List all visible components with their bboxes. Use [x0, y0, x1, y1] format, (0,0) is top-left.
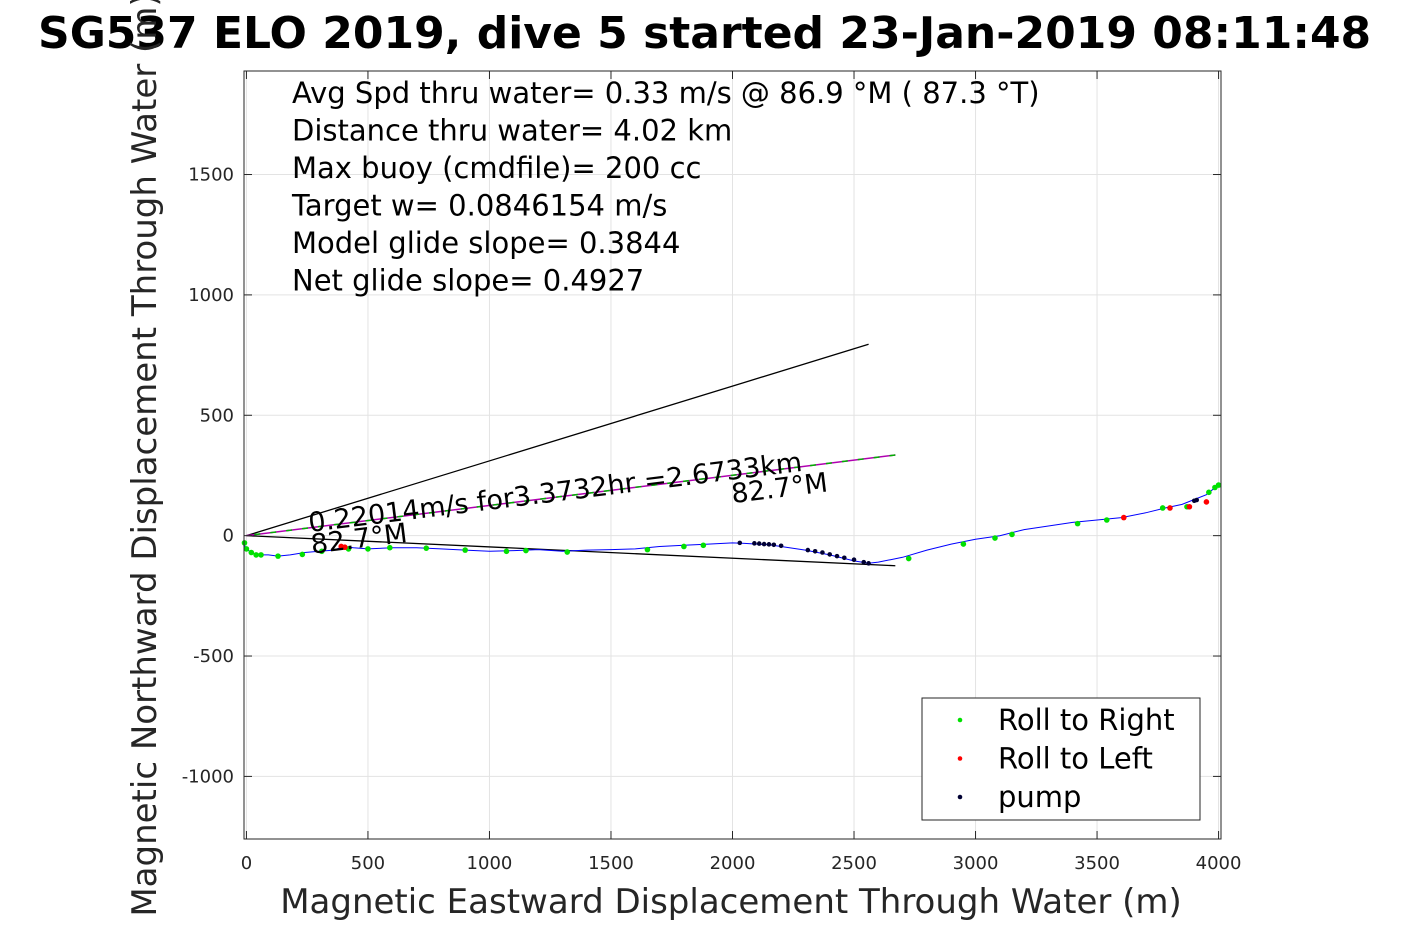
pump-point — [827, 552, 833, 557]
y-axis-label: Magnetic Northward Displacement Through … — [125, 0, 165, 917]
pump-point — [834, 553, 840, 559]
roll-to-left-point — [1120, 514, 1127, 521]
roll-to-right-point — [1103, 517, 1110, 523]
x-tick-label: 4000 — [1196, 853, 1242, 874]
roll-to-right-point — [1009, 531, 1015, 538]
stats-line: Model glide slope= 0.3844 — [292, 226, 680, 260]
x-tick-label: 0 — [241, 853, 252, 874]
y-tick-label: -500 — [193, 646, 234, 667]
roll-to-right-point — [681, 543, 687, 550]
x-tick-label: 2000 — [710, 853, 756, 874]
y-tick-label: -1000 — [182, 766, 234, 787]
roll-to-right-point — [960, 541, 967, 547]
model-glide-line — [246, 343, 869, 537]
pump-point — [756, 541, 762, 546]
roll-to-left-point — [1186, 503, 1193, 510]
stats-line: Max buoy (cmdfile)= 200 cc — [292, 151, 701, 185]
roll-to-right-point — [387, 544, 393, 551]
ticks: 0 500 1000 1500 2000 2500 3000 3500 4000 -1000 -50… — [182, 71, 1242, 874]
roll-to-right-point — [523, 547, 529, 554]
stats-line: Net glide slope= 0.4927 — [292, 264, 644, 298]
roll-to-right-point — [275, 553, 281, 559]
stats-line: Target w= 0.0846154 m/s — [291, 189, 667, 223]
x-tick-label: 3000 — [953, 853, 999, 874]
roll-to-right-point — [503, 548, 510, 555]
x-tick-label: 1500 — [588, 853, 634, 874]
roll-to-right-point — [462, 547, 468, 553]
pump-point — [851, 557, 857, 563]
legend-label-pump: pump — [998, 780, 1081, 814]
roll-to-right-point — [700, 542, 707, 549]
y-tick-label: 1000 — [188, 285, 234, 306]
roll-to-right-point — [1206, 489, 1212, 496]
legend-label-roll-to-right: Roll to Right — [998, 703, 1175, 737]
roll-to-right-point — [992, 535, 998, 541]
stats-block: Avg Spd thru water= 0.33 m/s @ 86.9 °M (… — [291, 76, 1040, 298]
roll-to-left-point — [342, 544, 348, 551]
legend-box — [921, 697, 1201, 821]
legend-marker-roll-to-left — [957, 756, 963, 761]
pump-point — [866, 561, 871, 566]
stats-line: Avg Spd thru water= 0.33 m/s @ 86.9 °M (… — [292, 76, 1040, 110]
stats-line: Distance thru water= 4.02 km — [292, 114, 732, 148]
pump-point — [861, 559, 867, 565]
legend-marker-roll-to-right — [957, 717, 963, 723]
roll-to-right-point — [644, 546, 651, 553]
data-points — [241, 482, 1222, 566]
pump-point — [766, 542, 772, 547]
roll-to-right-point — [1159, 505, 1166, 511]
roll-to-right-point — [1074, 520, 1081, 527]
x-tick-label: 500 — [351, 853, 385, 874]
pump-point — [752, 541, 757, 546]
pump-point — [737, 540, 743, 546]
x-axis-label: Magnetic Eastward Displacement Through W… — [280, 882, 1182, 922]
x-tick-label: 2500 — [831, 853, 877, 874]
pump-point — [812, 549, 818, 554]
roll-to-right-point — [365, 546, 371, 552]
roll-to-right-point — [423, 545, 430, 551]
roll-to-right-point — [258, 552, 264, 558]
y-tick-label: 500 — [200, 405, 234, 426]
roll-to-right-point — [299, 551, 306, 558]
roll-to-right-point — [905, 555, 912, 562]
roll-to-left-point — [1203, 499, 1210, 505]
pump-point — [761, 541, 767, 547]
legend: Roll to Right Roll to Left pump — [921, 697, 1201, 821]
pump-point — [771, 542, 777, 548]
pump-point — [841, 555, 847, 561]
legend-label-roll-to-left: Roll to Left — [998, 742, 1153, 776]
roll-to-right-point — [1215, 482, 1222, 488]
chart-title: SG537 ELO 2019, dive 5 started 23-Jan-20… — [38, 8, 1371, 59]
roll-to-right-point — [248, 549, 255, 556]
x-tick-label: 3500 — [1074, 853, 1120, 874]
roll-to-right-point — [318, 548, 325, 555]
roll-to-left-point — [1167, 505, 1173, 511]
y-tick-label: 0 — [223, 526, 234, 547]
pump-point — [820, 550, 825, 555]
pump-point — [1194, 497, 1199, 503]
roll-to-right-point — [243, 546, 250, 552]
roll-to-right-point — [253, 552, 259, 558]
current-line-dashes — [246, 454, 896, 537]
y-tick-label: 1500 — [188, 165, 234, 186]
roll-to-right-point — [564, 549, 571, 555]
legend-marker-pump — [957, 794, 963, 800]
x-tick-label: 1000 — [467, 853, 513, 874]
pump-point — [778, 543, 784, 549]
pump-point — [805, 547, 811, 553]
